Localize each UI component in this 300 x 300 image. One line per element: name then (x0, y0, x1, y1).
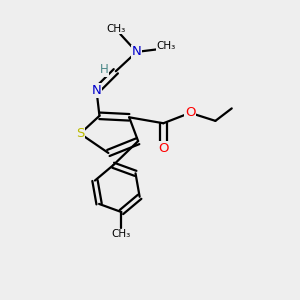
Text: O: O (158, 142, 169, 155)
Text: N: N (92, 84, 101, 97)
Text: S: S (76, 127, 84, 140)
Text: N: N (132, 45, 142, 58)
Text: H: H (100, 63, 108, 76)
Text: O: O (185, 106, 195, 119)
Text: CH₃: CH₃ (112, 229, 131, 239)
Text: CH₃: CH₃ (106, 24, 125, 34)
Text: CH₃: CH₃ (157, 41, 176, 51)
